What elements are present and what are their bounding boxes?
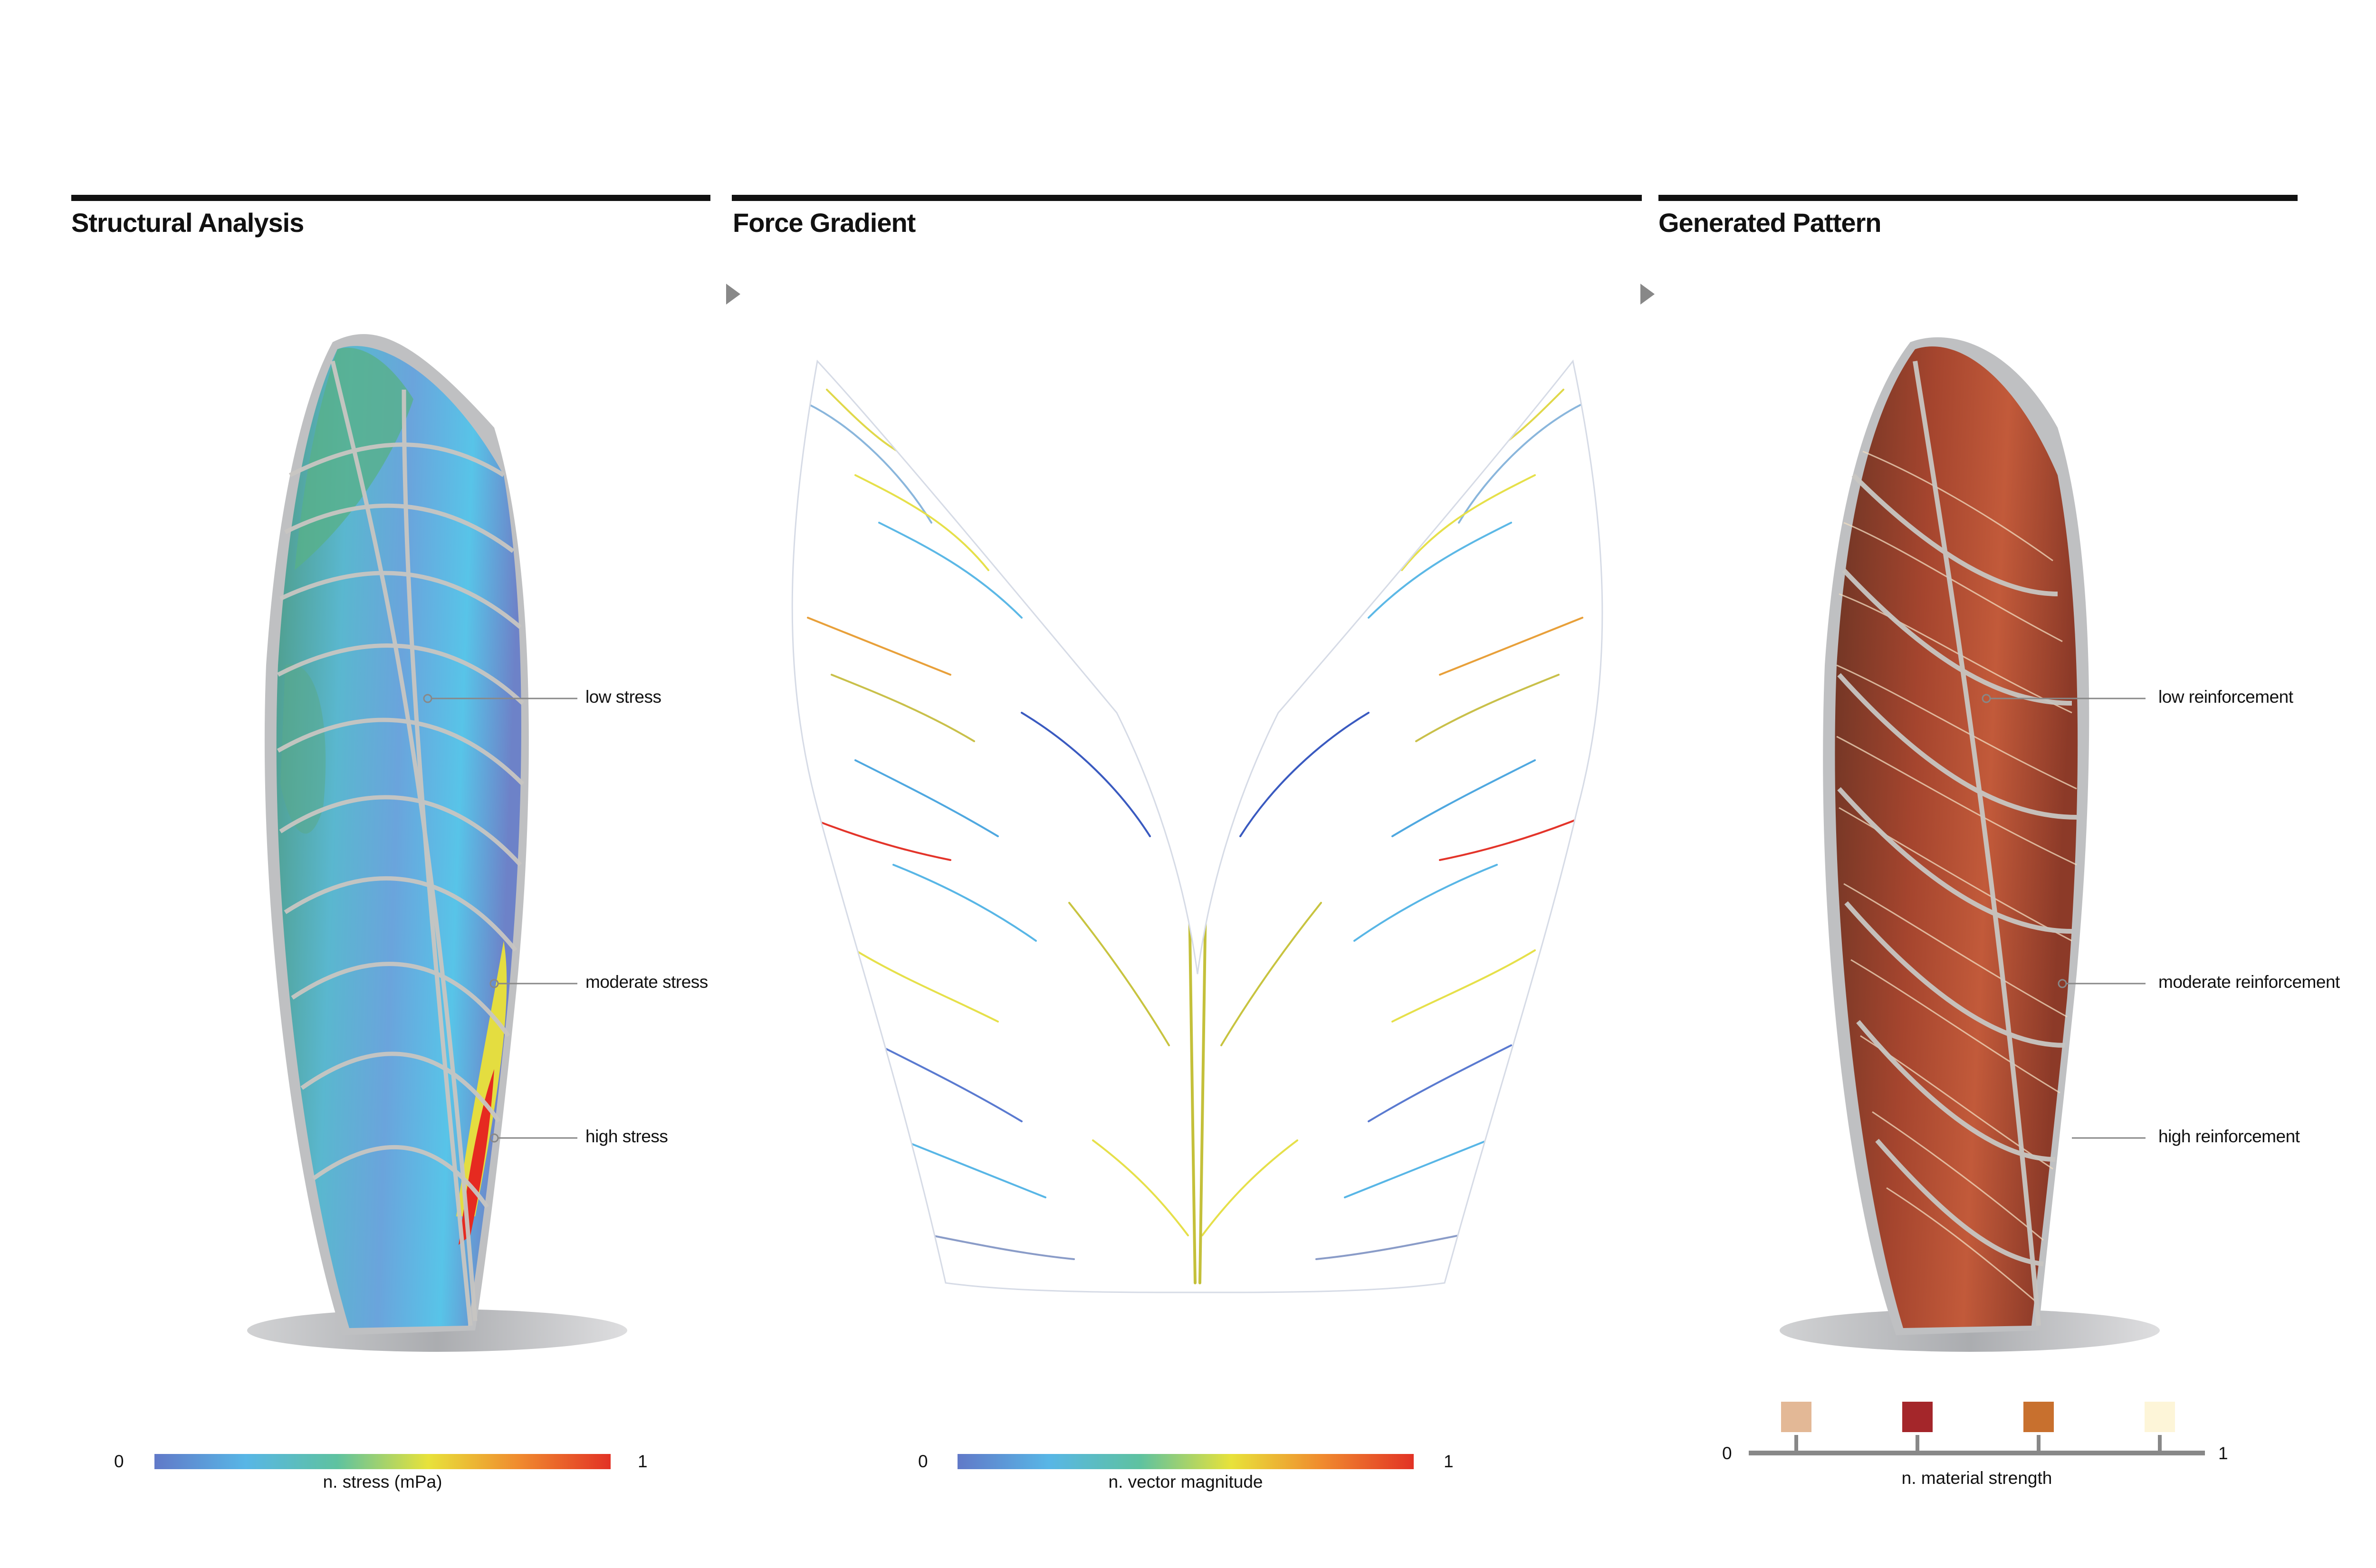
force-legend-max: 1 <box>1444 1452 1454 1471</box>
callout-moderate-stress: moderate stress <box>585 972 708 992</box>
material-swatch <box>2145 1402 2175 1432</box>
material-legend-caption: n. material strength <box>1901 1468 2052 1488</box>
pattern-surface <box>1835 346 2078 1329</box>
high-stress-zone <box>456 941 507 1216</box>
stress-surface <box>276 346 521 1328</box>
material-legend-max: 1 <box>2218 1444 2228 1463</box>
callout-moderate-reinforcement: moderate reinforcement <box>2158 972 2340 992</box>
material-legend-min: 0 <box>1722 1444 1732 1463</box>
stress-legend-min: 0 <box>114 1452 124 1471</box>
material-swatch <box>2023 1402 2054 1432</box>
callout-high-stress: high stress <box>585 1127 668 1146</box>
generated-pattern-title: Generated Pattern <box>1658 208 1881 238</box>
structural-analysis-title: Structural Analysis <box>71 208 304 238</box>
stress-legend-max: 1 <box>638 1452 648 1471</box>
pattern-ribs <box>1837 361 2077 1326</box>
force-legend-min: 0 <box>918 1452 928 1471</box>
material-swatch <box>1781 1402 1811 1432</box>
structural-header-rule <box>71 195 710 201</box>
callout-low-stress: low stress <box>585 687 661 707</box>
pattern-fibers <box>1836 450 2077 1303</box>
pattern-header-rule <box>1658 195 2298 201</box>
streamlines-right <box>1201 389 1583 1260</box>
step-arrow-icon <box>726 284 740 305</box>
step-arrow-icon <box>1640 284 1655 305</box>
callout-high-reinforcement: high reinforcement <box>2158 1127 2300 1146</box>
streamlines-left <box>807 389 1189 1260</box>
stress-legend-caption: n. stress (mPa) <box>323 1472 442 1492</box>
force-legend-caption: n. vector magnitude <box>1108 1472 1263 1492</box>
force-header-rule <box>732 195 1642 201</box>
force-gradient-title: Force Gradient <box>733 208 916 238</box>
callout-low-reinforcement: low reinforcement <box>2158 687 2293 707</box>
material-swatch <box>1902 1402 1933 1432</box>
stress-color-bar <box>154 1454 611 1469</box>
tower-ribs <box>277 360 525 1326</box>
force-color-bar <box>958 1454 1414 1469</box>
